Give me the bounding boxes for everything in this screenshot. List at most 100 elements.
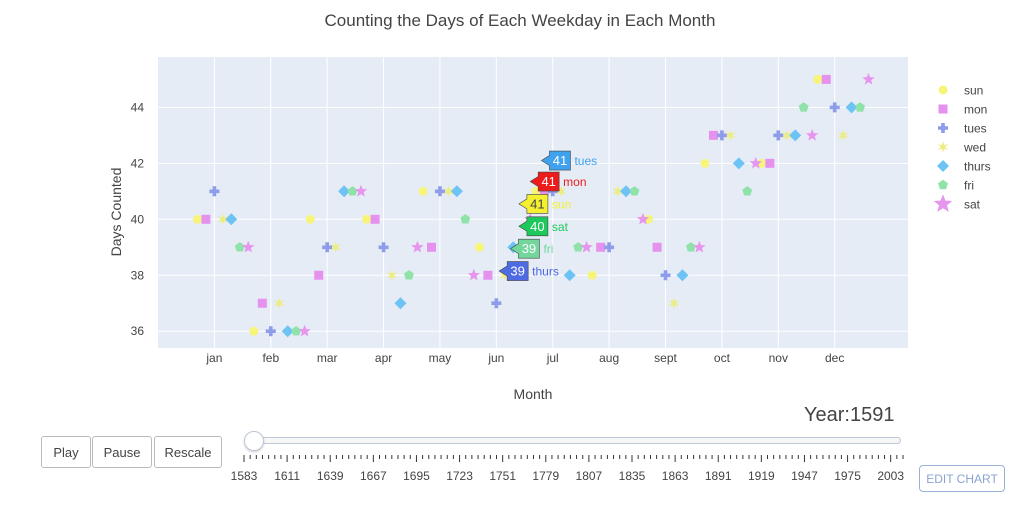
slider-tick-label: 1779 — [532, 469, 559, 483]
data-point-fri — [685, 242, 696, 252]
x-tick-label: oct — [714, 351, 731, 365]
data-point-thurs — [450, 185, 463, 198]
data-point-wed — [612, 185, 623, 198]
hover-label-box — [540, 150, 571, 171]
data-point-thurs — [281, 325, 294, 338]
legend: sun mon tues wed thurs fri sat — [933, 84, 991, 212]
data-point-sat — [354, 184, 368, 197]
slider-tick-label: 1947 — [791, 469, 818, 483]
chart-title: Counting the Days of Each Weekday in Eac… — [325, 11, 716, 30]
legend-label: fri — [964, 179, 974, 193]
legend-marker-tues — [938, 123, 948, 133]
data-point-fri — [460, 214, 471, 224]
data-point-thurs — [789, 129, 802, 142]
data-point-sun — [474, 242, 484, 252]
slider-tick-label: 1919 — [748, 469, 775, 483]
x-tick-label: jul — [546, 351, 559, 365]
legend-item-sun[interactable]: sun — [938, 84, 984, 98]
data-point-fri — [403, 270, 414, 280]
legend-label: sun — [964, 84, 983, 98]
data-point-fri — [855, 102, 866, 112]
data-point-wed — [330, 241, 341, 254]
legend-item-mon[interactable]: mon — [938, 103, 988, 117]
x-tick-label: feb — [262, 351, 279, 365]
legend-marker-wed — [937, 141, 949, 153]
play-button[interactable]: Play — [41, 436, 91, 468]
legend-item-thurs[interactable]: thurs — [937, 160, 991, 174]
data-point-mon — [483, 270, 493, 280]
legend-label: tues — [964, 122, 987, 136]
data-point-wed — [499, 269, 510, 282]
y-axis-title: Days Counted — [108, 168, 124, 257]
hover-label-value: 39 — [510, 264, 524, 279]
y-tick-label: 36 — [131, 324, 145, 338]
data-point-fri — [742, 186, 753, 196]
data-point-thurs — [676, 269, 689, 282]
data-point-tues — [773, 130, 784, 141]
data-point-tues — [322, 242, 333, 253]
hover-label-series: fri — [543, 242, 553, 256]
slider-tick-label: 1611 — [274, 469, 300, 483]
hover-label-series: sun — [552, 197, 571, 211]
hover-label-series: tues — [574, 154, 597, 168]
hover-label-value: 40 — [530, 219, 544, 234]
data-point-thurs — [225, 213, 238, 226]
hover-label-box — [509, 238, 540, 259]
data-point-mon — [257, 298, 267, 308]
data-point-sat — [749, 156, 762, 169]
slider-tick-label: 1835 — [619, 469, 646, 483]
slider-tick-label: 1891 — [705, 469, 732, 483]
hover-labels: 41 tues 41 mon 41 sun 40 sat 39 fri 39 thurs — [498, 150, 597, 281]
slider-tick-label: 1695 — [403, 469, 430, 483]
hover-label-value: 41 — [541, 174, 555, 189]
data-point-wed — [837, 129, 849, 142]
data-point-mon — [765, 158, 775, 168]
data-point-wed — [781, 129, 792, 142]
slider-tick-label: 1807 — [576, 469, 603, 483]
data-point-thurs — [394, 297, 407, 310]
current-year-label: Year:1591 — [804, 404, 894, 427]
legend-item-tues[interactable]: tues — [938, 122, 987, 136]
slider-tick-label: 1639 — [317, 469, 344, 483]
data-point-sun — [644, 214, 654, 224]
legend-marker-thurs — [937, 160, 949, 172]
data-point-mon — [426, 242, 436, 252]
edit-chart-button[interactable]: EDIT CHART — [919, 465, 1005, 492]
hover-label-box — [498, 261, 529, 281]
rescale-button[interactable]: Rescale — [154, 436, 222, 468]
slider-tick-label: 2003 — [877, 469, 904, 483]
x-tick-label: jun — [487, 351, 504, 365]
legend-item-sat[interactable]: sat — [933, 194, 981, 212]
data-point-mon — [370, 214, 380, 224]
hover-label-tues: 41 tues — [540, 150, 597, 171]
data-point-sat — [298, 324, 311, 337]
hover-label-value: 39 — [522, 241, 536, 256]
year-slider-track[interactable] — [245, 437, 901, 444]
pause-button[interactable]: Pause — [92, 436, 152, 468]
hover-label-box — [518, 216, 549, 237]
data-point-wed — [443, 185, 454, 198]
data-point-fri — [234, 242, 245, 252]
hover-label-thurs: 39 thurs — [498, 261, 559, 281]
data-point-wed — [274, 297, 285, 310]
legend-label: wed — [963, 141, 986, 155]
data-point-wed — [668, 297, 680, 310]
data-point-fri — [573, 242, 584, 252]
data-point-sun — [418, 186, 428, 196]
data-point-sun — [362, 214, 372, 224]
data-point-mon — [652, 242, 662, 252]
data-point-tues — [716, 130, 727, 141]
hover-label-value: 41 — [553, 153, 567, 168]
year-slider-handle[interactable] — [244, 431, 264, 451]
slider-tick-label: 1975 — [834, 469, 861, 483]
data-point-sun — [756, 158, 766, 168]
data-point-thurs — [845, 101, 858, 114]
data-point-sat — [467, 268, 480, 281]
data-point-sat — [693, 240, 706, 253]
x-tick-label: jan — [205, 351, 222, 365]
x-tick-label: aug — [599, 351, 619, 365]
hover-label-sun: 41 sun — [518, 194, 571, 214]
legend-item-wed[interactable]: wed — [937, 141, 986, 155]
legend-item-fri[interactable]: fri — [938, 179, 974, 193]
